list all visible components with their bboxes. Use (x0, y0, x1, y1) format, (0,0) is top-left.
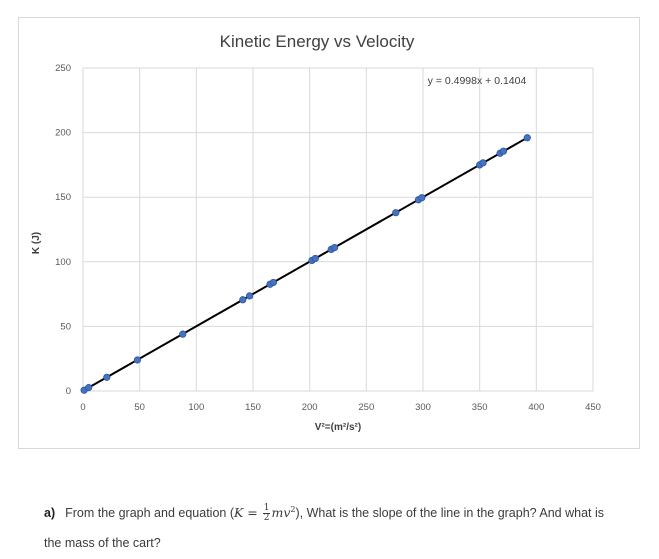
equation-rhs: mv (271, 505, 291, 521)
y-tick-label: 0 (66, 386, 71, 397)
question-line-1: a) From the graph and equation (K = 1 2 mv2… (44, 495, 649, 528)
y-tick-labels: 0 50 100 150 200 250 (55, 63, 71, 397)
x-tick-labels: 0 50 100 150 200 250 300 350 400 450 (80, 402, 601, 413)
y-tick-label: 50 (60, 321, 71, 332)
x-axis-title: V²=(m²/s²) (315, 422, 361, 433)
x-tick-label: 350 (472, 402, 488, 413)
data-point (246, 292, 254, 300)
data-point (269, 278, 277, 287)
data-points (80, 134, 531, 394)
data-point (311, 254, 319, 263)
x-tick-label: 250 (358, 402, 374, 413)
x-tick-label: 150 (245, 402, 261, 413)
trendline (83, 136, 528, 392)
y-axis-title: K (J) (31, 232, 42, 254)
question-text-after: ), What is the slope of the line in the … (295, 506, 605, 521)
data-point (392, 209, 400, 217)
fraction-denominator: 2 (263, 513, 270, 524)
chart-frame (18, 17, 640, 449)
fraction-numerator: 1 (262, 503, 271, 515)
data-point (239, 296, 247, 304)
x-tick-label: 0 (80, 402, 85, 413)
x-tick-label: 300 (415, 402, 431, 413)
trendline-layer (83, 136, 528, 392)
data-point (523, 134, 531, 142)
equation-lhs: K (233, 505, 244, 521)
data-point (418, 194, 426, 202)
x-tick-label: 100 (188, 402, 204, 413)
y-tick-label: 150 (55, 192, 71, 203)
equation-exponent: 2 (290, 505, 296, 514)
data-point (179, 330, 187, 338)
data-point (133, 356, 141, 364)
data-point (85, 384, 93, 392)
question-text-before: From the graph and equation ( (65, 506, 234, 521)
data-point (330, 243, 339, 252)
x-tick-label: 450 (585, 402, 601, 413)
y-tick-label: 200 (55, 128, 71, 139)
data-point (499, 147, 508, 155)
question-block: a) From the graph and equation (K = 1 2 mv2… (44, 495, 649, 558)
question-line-2: the mass of the cart? (44, 536, 161, 551)
x-tick-label: 400 (528, 402, 544, 413)
x-tick-label: 200 (302, 402, 318, 413)
question-label: a) (44, 506, 56, 521)
y-tick-label: 250 (55, 63, 71, 74)
data-point (479, 159, 487, 167)
chart-title: Kinetic Energy vs Velocity (220, 32, 415, 51)
x-tick-label: 50 (134, 402, 145, 413)
data-point (103, 373, 111, 381)
gridlines (82, 67, 594, 392)
trendline-equation: y = 0.4998x + 0.1404 (428, 75, 527, 87)
y-tick-label: 100 (55, 257, 71, 268)
equation-equals: = (243, 505, 262, 521)
